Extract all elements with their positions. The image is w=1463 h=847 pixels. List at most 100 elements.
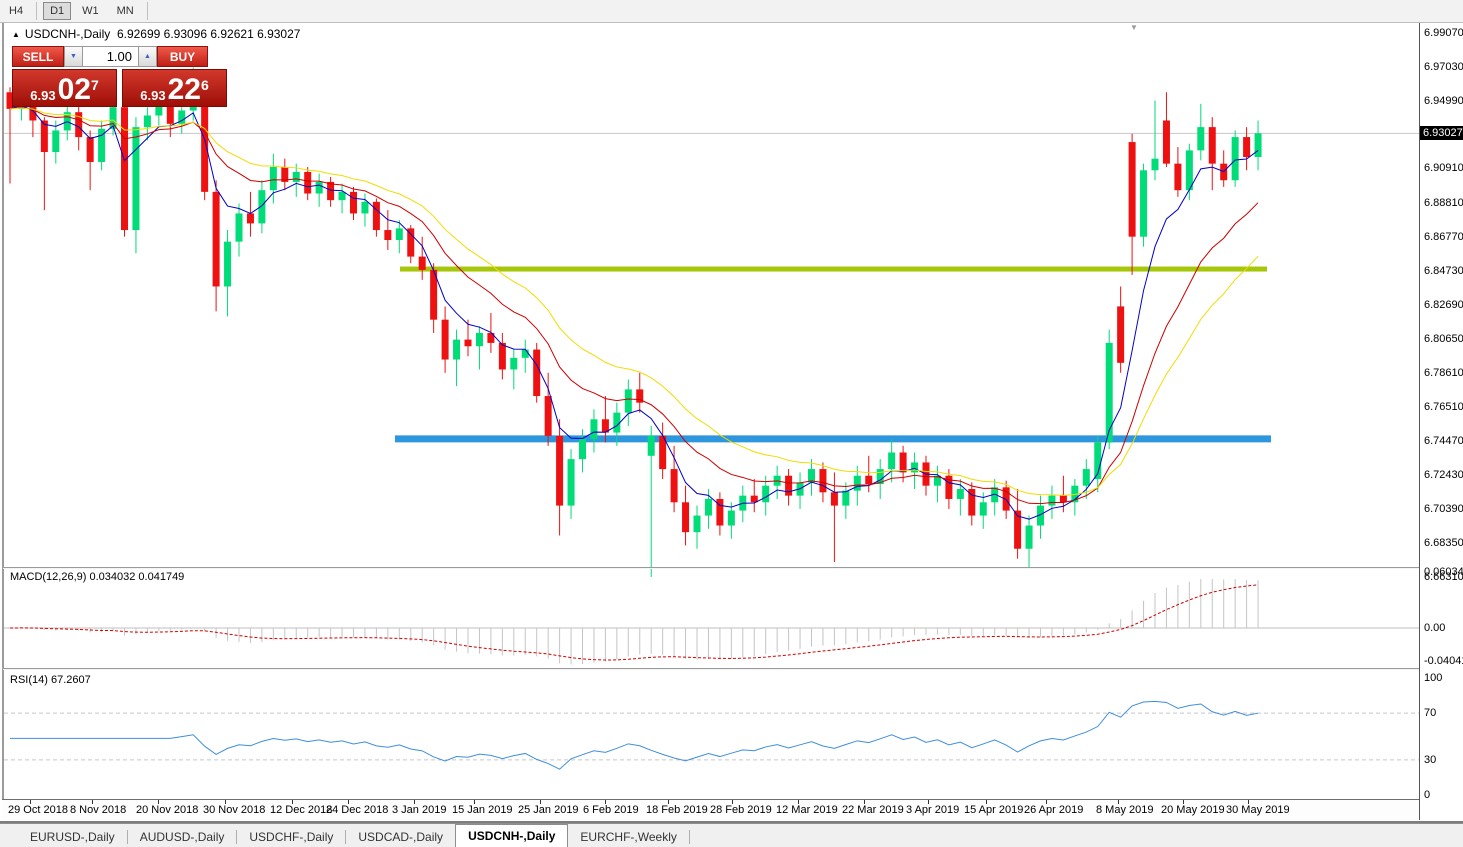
price-tick-label: 6.97030	[1424, 60, 1463, 73]
chart-title: ▲ USDCNH-,Daily 6.92699 6.93096 6.92621 6…	[12, 27, 300, 41]
sell-price-prefix: 6.93	[30, 88, 56, 103]
date-tick-mark	[798, 800, 799, 804]
price-tick-label: 6.84730	[1424, 265, 1463, 278]
chart-window[interactable]	[2, 23, 1461, 821]
price-tick-label: 6.74470	[1424, 435, 1463, 448]
date-tick-mark	[732, 800, 733, 804]
date-tick-label: 20 Nov 2018	[136, 804, 199, 816]
date-tick-label: 15 Apr 2019	[964, 804, 1024, 816]
chart-symbol-label: USDCNH-,Daily	[24, 27, 111, 41]
date-tick-mark	[158, 800, 159, 804]
chart-tab-eurusd-daily[interactable]: EURUSD-,Daily	[30, 830, 115, 844]
date-tick-label: 22 Mar 2019	[842, 804, 904, 816]
tab-separator	[688, 830, 690, 844]
timeframe-button-h4[interactable]: H4	[9, 5, 24, 17]
timeframe-button-d1[interactable]: D1	[43, 2, 72, 20]
date-tick-label: 30 May 2019	[1226, 804, 1290, 816]
price-tick-label: 6.66310	[1424, 570, 1463, 583]
date-tick-label: 20 May 2019	[1161, 804, 1225, 816]
buy-price-sup: 6	[200, 77, 209, 93]
price-tick-label: 6.94990	[1424, 94, 1463, 107]
tab-separator	[345, 830, 347, 844]
timeframe-button-w1[interactable]: W1	[82, 5, 99, 17]
date-tick-label: 24 Dec 2018	[326, 804, 389, 816]
sell-price-display[interactable]: 6.93 02 7	[12, 69, 117, 107]
spin-down-icon: ▼	[70, 53, 77, 60]
volume-decrease-button[interactable]: ▼	[64, 46, 83, 67]
chart-tab-eurchf-weekly[interactable]: EURCHF-,Weekly	[580, 830, 677, 844]
price-tick-label: 6.72430	[1424, 469, 1463, 482]
date-tick-label: 12 Mar 2019	[776, 804, 838, 816]
date-tick-label: 3 Jan 2019	[392, 804, 447, 816]
sell-button[interactable]: SELL	[12, 46, 64, 67]
date-tick-label: 8 May 2019	[1096, 804, 1154, 816]
sell-price-sup: 7	[90, 77, 99, 93]
collapse-triangle-icon: ▲	[12, 30, 20, 39]
buy-price-prefix: 6.93	[140, 88, 166, 103]
date-tick-mark	[1248, 800, 1249, 804]
tab-separator	[126, 830, 128, 844]
date-tick-label: 6 Feb 2019	[583, 804, 639, 816]
timeframe-toolbar: H4 D1 W1 MN	[0, 0, 1463, 23]
rsi-tick-label: 30	[1424, 754, 1437, 766]
date-tick-mark	[414, 800, 415, 804]
spin-up-icon: ▲	[144, 53, 151, 60]
date-axis: 29 Oct 2018 8 Nov 2018 20 Nov 2018 30 Nov 2…	[2, 799, 1419, 822]
date-tick-label: 30 Nov 2018	[203, 804, 266, 816]
date-tick-mark	[474, 800, 475, 804]
buy-price-big: 22	[167, 73, 201, 106]
date-tick-label: 29 Oct 2018	[8, 804, 68, 816]
chart-tab-usdchf-daily[interactable]: USDCHF-,Daily	[249, 830, 334, 844]
buy-price-display[interactable]: 6.93 22 6	[122, 69, 227, 107]
price-tick-label: 6.99070	[1424, 27, 1463, 39]
rsi-label: RSI(14) 67.2607	[10, 674, 91, 686]
price-tick-label: 6.68350	[1424, 536, 1463, 549]
rsi-tick-label: 70	[1424, 707, 1437, 719]
rsi-tick-label: 0	[1424, 789, 1431, 801]
date-tick-mark	[668, 800, 669, 804]
current-price-tag: 6.93027	[1420, 126, 1463, 141]
date-tick-label: 3 Apr 2019	[906, 804, 960, 816]
macd-tick-label: 0.060342	[1424, 566, 1463, 578]
price-axis: 6.99070 6.97030 6.94990 6.90910 6.88810 6.867…	[1420, 23, 1463, 821]
date-tick-label: 28 Feb 2019	[710, 804, 772, 816]
buy-button[interactable]: BUY	[157, 46, 208, 67]
window-bottom-border	[0, 821, 1463, 823]
sell-price-big: 02	[57, 73, 91, 106]
chart-tab-usdcad-daily[interactable]: USDCAD-,Daily	[358, 830, 444, 844]
date-tick-mark	[1118, 800, 1119, 804]
price-macd-separator[interactable]	[3, 567, 1419, 569]
date-tick-mark	[605, 800, 606, 804]
price-tick-label: 6.70390	[1424, 503, 1463, 516]
rsi-value: 67.2607	[50, 674, 91, 686]
date-tick-mark	[928, 800, 929, 804]
date-tick-label: 15 Jan 2019	[452, 804, 513, 816]
date-tick-mark	[540, 800, 541, 804]
date-tick-mark	[1046, 800, 1047, 804]
volume-input[interactable]	[83, 46, 138, 67]
chart-shift-icon: ▼	[1130, 23, 1138, 32]
price-tick-label: 6.76510	[1424, 401, 1463, 414]
toolbar-separator	[36, 2, 38, 20]
rsi-tick-label: 100	[1424, 672, 1443, 684]
macd-tick-label: -0.040415	[1424, 655, 1463, 667]
chart-tab-usdcnh-daily[interactable]: USDCNH-,Daily	[455, 824, 569, 847]
macd-values: 0.034032 0.041749	[89, 571, 185, 583]
chart-tab-audusd-daily[interactable]: AUDUSD-,Daily	[139, 830, 225, 844]
date-tick-mark	[1183, 800, 1184, 804]
date-tick-mark	[30, 800, 31, 804]
macd-rsi-separator[interactable]	[3, 668, 1419, 670]
date-tick-mark	[864, 800, 865, 804]
price-tick-label: 6.88810	[1424, 197, 1463, 210]
date-tick-mark	[225, 800, 226, 804]
date-tick-mark	[348, 800, 349, 804]
date-tick-label: 26 Apr 2019	[1024, 804, 1084, 816]
timeframe-button-mn[interactable]: MN	[116, 5, 134, 17]
macd-label: MACD(12,26,9) 0.034032 0.041749	[10, 571, 185, 583]
tab-separator	[236, 830, 238, 844]
volume-increase-button[interactable]: ▲	[138, 46, 157, 67]
macd-tick-label: 0.00	[1424, 622, 1446, 634]
chart-ohlc-values: 6.92699 6.93096 6.92621 6.93027	[116, 27, 301, 41]
